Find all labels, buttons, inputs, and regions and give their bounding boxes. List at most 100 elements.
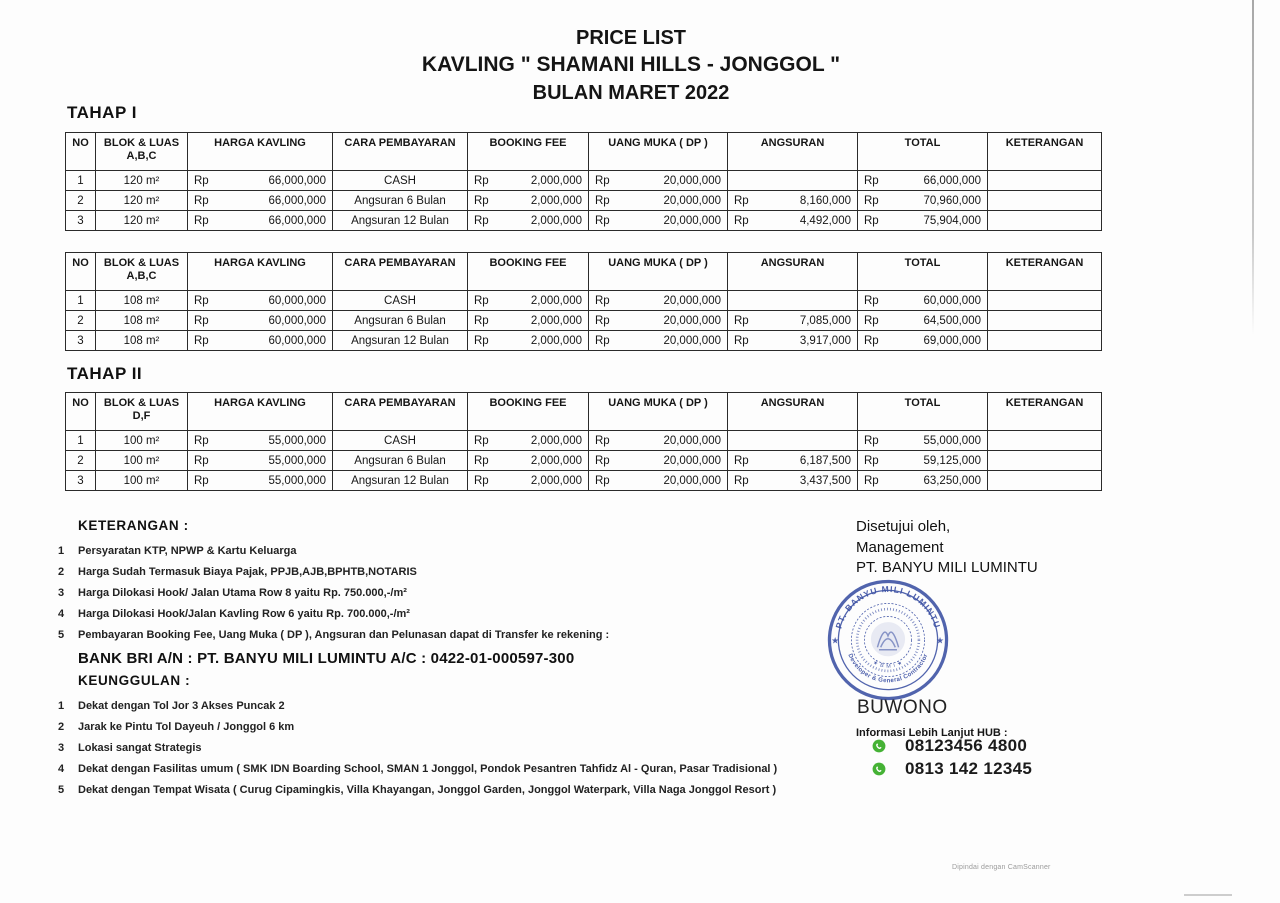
col-header-ket: KETERANGAN (987, 252, 1102, 291)
section-heading-tahap-1: TAHAP I (67, 103, 137, 122)
cell-total: Rp 75,904,000 (857, 210, 988, 231)
cell-harga: Rp 55,000,000 (187, 470, 333, 491)
approval-line-2: Management (856, 538, 944, 556)
col-header-blok: BLOK & LUAS D,F (95, 392, 188, 431)
cell-booking: Rp 2,000,000 (467, 430, 589, 451)
cell-harga: Rp 55,000,000 (187, 430, 333, 451)
cell-blok: 120 m² (95, 210, 188, 231)
item-text: Dekat dengan Tempat Wisata ( Curug Cipam… (78, 783, 777, 796)
cell-booking: Rp 2,000,000 (467, 310, 589, 331)
cell-no: 3 (65, 470, 96, 491)
approval-line-3: PT. BANYU MILI LUMINTU (856, 559, 1038, 576)
title-line-3: BULAN MARET 2022 (532, 82, 730, 104)
keunggulan-item: 2 Jarak ke Pintu Tol Dayeuh / Jonggol 6 k… (58, 716, 718, 737)
cell-booking: Rp 2,000,000 (467, 190, 589, 211)
cell-harga: Rp 60,000,000 (187, 290, 333, 311)
col-header-total: TOTAL (857, 392, 988, 431)
col-header-blok: BLOK & LUAS A,B,C (95, 132, 188, 171)
cell-cara: Angsuran 12 Bulan (332, 330, 468, 351)
cell-booking: Rp 2,000,000 (467, 170, 589, 191)
cell-ket (987, 310, 1102, 331)
title-line-1: PRICE LIST (575, 27, 686, 49)
cell-harga: Rp 66,000,000 (187, 190, 333, 211)
cell-dp: Rp 20,000,000 (588, 330, 728, 351)
cell-total: Rp 64,500,000 (857, 310, 988, 331)
phone-row: 08123456 4800 (872, 736, 1027, 756)
cell-total: Rp 60,000,000 (857, 290, 988, 311)
cell-blok: 108 m² (95, 310, 188, 331)
cell-dp: Rp 20,000,000 (588, 310, 728, 331)
cell-booking: Rp 2,000,000 (467, 290, 589, 311)
cell-cara: CASH (332, 170, 468, 191)
cell-dp: Rp 20,000,000 (588, 170, 728, 191)
col-header-harga: HARGA KAVLING (187, 392, 333, 431)
item-number: 2 (58, 565, 65, 578)
keterangan-item: 5 Pembayaran Booking Fee, Uang Muka ( DP … (58, 624, 718, 645)
phone-row: 0813 142 12345 (872, 759, 1032, 779)
cell-ket (987, 190, 1102, 211)
table-row: 1 120 m² Rp 66,000,000 CASH Rp 2,000,000 Rp 20,0… (65, 170, 1102, 191)
col-header-total: TOTAL (857, 252, 988, 291)
cell-angsuran: Rp 7,085,000 (727, 310, 858, 331)
cell-ket (987, 450, 1102, 471)
cell-booking: Rp 2,000,000 (467, 330, 589, 351)
keunggulan-item: 3 Lokasi sangat Strategis (58, 737, 718, 758)
cell-total: Rp 66,000,000 (857, 170, 988, 191)
col-header-dp: UANG MUKA ( DP ) (588, 132, 728, 171)
item-text: Pembayaran Booking Fee, Uang Muka ( DP )… (78, 628, 610, 641)
keunggulan-item: 5 Dekat dengan Tempat Wisata ( Curug Cipa… (58, 779, 776, 800)
cell-cara: Angsuran 6 Bulan (332, 190, 468, 211)
cell-angsuran (727, 430, 858, 451)
cell-total: Rp 70,960,000 (857, 190, 988, 211)
table-row: 3 120 m² Rp 66,000,000 Angsuran 12 Bulan Rp 2,… (65, 210, 1102, 231)
cell-no: 2 (65, 190, 96, 211)
cell-booking: Rp 2,000,000 (467, 450, 589, 471)
bank-account-line: BANK BRI A/N : PT. BANYU MILI LUMINTU A/… (78, 650, 575, 667)
cell-no: 1 (65, 290, 96, 311)
keterangan-item: 3 Harga Dilokasi Hook/ Jalan Utama Row 8 … (58, 582, 718, 603)
cell-total: Rp 55,000,000 (857, 430, 988, 451)
item-number: 5 (58, 783, 65, 796)
item-text: Persyaratan KTP, NPWP & Kartu Keluarga (78, 544, 297, 557)
item-number: 1 (58, 699, 65, 712)
col-header-no: NO (65, 252, 96, 291)
cell-blok: 120 m² (95, 170, 188, 191)
col-header-booking: BOOKING FEE (467, 252, 589, 291)
cell-dp: Rp 20,000,000 (588, 210, 728, 231)
col-header-cara: CARA PEMBAYARAN (332, 252, 468, 291)
title-line-2: KAVLING " SHAMANI HILLS - JONGGOL " (421, 53, 841, 76)
cell-angsuran: Rp 6,187,500 (727, 450, 858, 471)
cell-blok: 100 m² (95, 450, 188, 471)
col-header-cara: CARA PEMBAYARAN (332, 132, 468, 171)
cell-angsuran: Rp 3,437,500 (727, 470, 858, 491)
scan-edge-artifact (1252, 0, 1254, 335)
notes-block: KETERANGAN : 1 Persyaratan KTP, NPWP & Ka… (58, 518, 777, 800)
cell-harga: Rp 60,000,000 (187, 310, 333, 331)
table-header-row: NO BLOK & LUAS A,B,C HARGA KAVLING CARA PEMB… (65, 252, 1102, 291)
col-header-booking: BOOKING FEE (467, 132, 589, 171)
col-header-harga: HARGA KAVLING (187, 252, 333, 291)
item-text: Harga Sudah Termasuk Biaya Pajak, PPJB,A… (78, 565, 417, 578)
cell-dp: Rp 20,000,000 (588, 190, 728, 211)
item-number: 2 (58, 720, 65, 733)
col-header-angsuran: ANGSURAN (727, 392, 858, 431)
section-heading-tahap-2: TAHAP II (67, 364, 143, 383)
table-row: 3 108 m² Rp 60,000,000 Angsuran 12 Bulan Rp 2,… (65, 330, 1102, 351)
price-table-tahap2-100m2: NO BLOK & LUAS D,F HARGA KAVLING CARA PEMBAY… (65, 392, 1102, 491)
cell-angsuran: Rp 3,917,000 (727, 330, 858, 351)
col-header-ket: KETERANGAN (987, 132, 1102, 171)
whatsapp-icon (872, 762, 886, 776)
table-row: 2 108 m² Rp 60,000,000 Angsuran 6 Bulan Rp 2,0… (65, 310, 1102, 331)
cell-no: 2 (65, 450, 96, 471)
stamp-inner-text: ★ B M I ★ (872, 660, 903, 670)
whatsapp-icon (872, 739, 886, 753)
col-header-no: NO (65, 392, 96, 431)
price-table-tahap1-108m2: NO BLOK & LUAS A,B,C HARGA KAVLING CARA PEMB… (65, 252, 1102, 351)
stamp-star-right: ★ (936, 635, 944, 645)
col-header-dp: UANG MUKA ( DP ) (588, 252, 728, 291)
stamp-star-left: ★ (831, 635, 839, 645)
item-text: Dekat dengan Fasilitas umum ( SMK IDN Bo… (78, 762, 778, 775)
cell-blok: 108 m² (95, 330, 188, 351)
cell-cara: Angsuran 12 Bulan (332, 470, 468, 491)
